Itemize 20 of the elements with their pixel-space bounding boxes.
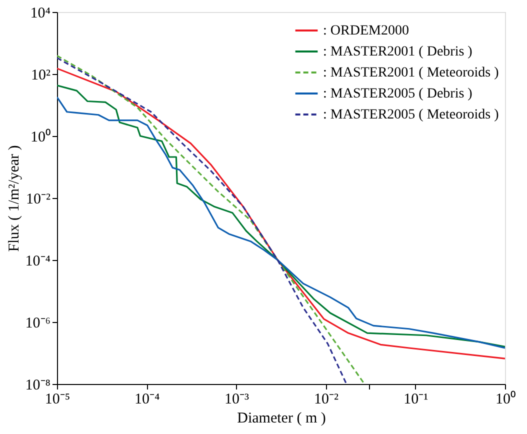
y-tick-label: 10⁻⁴: [25, 254, 50, 270]
x-tick-label: 10⁰: [496, 390, 516, 408]
y-tick-label: 10⁻⁶: [25, 316, 50, 332]
legend-label: : MASTER2005 ( Debris ): [323, 86, 473, 102]
legend-label: : ORDEM2000: [323, 24, 409, 38]
y-axis-title: Flux ( 1/m²/year ): [6, 145, 22, 252]
legend-label: : MASTER2001 ( Meteoroids ): [323, 66, 500, 80]
y-tick-label: 10⁰: [30, 128, 50, 146]
legend-label: : MASTER2001 ( Debris ): [323, 44, 473, 60]
y-tick-label: 10⁴: [30, 6, 50, 22]
x-tick-label: 10⁻⁴: [134, 392, 160, 408]
x-tick-label: 10⁻⁵: [44, 392, 70, 408]
y-tick-label: 10²: [31, 68, 51, 84]
y-tick-label: 10⁻²: [26, 192, 51, 208]
legend-label: : MASTER2005 ( Meteoroids ): [323, 108, 500, 122]
x-tick-label: 10⁻¹: [404, 392, 428, 408]
x-tick-label: 10⁻³: [224, 392, 250, 408]
x-tick-label: 10⁻²: [314, 392, 340, 408]
x-axis-title: Diameter ( m ): [237, 410, 326, 426]
y-tick-label: 10⁻⁸: [25, 378, 50, 394]
